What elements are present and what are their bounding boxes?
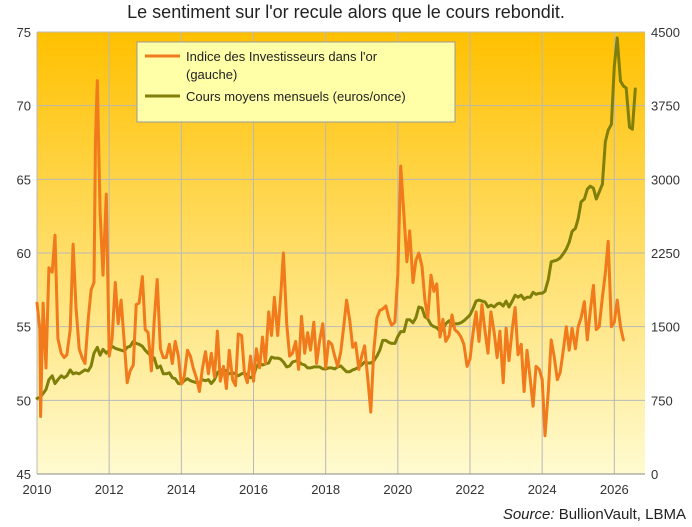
y-right-tick-label: 3000 — [651, 172, 680, 187]
y-left-tick-label: 65 — [17, 172, 31, 187]
chart-title: Le sentiment sur l'or recule alors que l… — [127, 2, 565, 22]
legend-box — [136, 41, 456, 123]
legend: Indice des Investisseurs dans l'or (gauch… — [136, 41, 456, 123]
legend-label-index: (gauche) — [186, 67, 237, 82]
x-tick-label: 2010 — [23, 482, 52, 497]
y-left-tick-label: 55 — [17, 320, 31, 335]
source-note: Source: BullionVault, LBMA — [503, 506, 686, 523]
x-tick-label: 2016 — [239, 482, 268, 497]
y-right-tick-label: 1500 — [651, 320, 680, 335]
x-tick-label: 2014 — [167, 482, 196, 497]
x-tick-label: 2026 — [600, 482, 629, 497]
x-tick-label: 2020 — [383, 482, 412, 497]
y-left-tick-label: 60 — [17, 246, 31, 261]
price-series-line — [35, 36, 637, 400]
legend-label-index: Indice des Investisseurs dans l'or — [186, 49, 378, 64]
y-right-tick-label: 3750 — [651, 99, 680, 114]
y-left-tick-label: 50 — [17, 393, 31, 408]
x-tick-label: 2012 — [95, 482, 124, 497]
y-right-tick-label: 4500 — [651, 25, 680, 40]
y-left-tick-label: 45 — [17, 467, 31, 482]
x-tick-label: 2022 — [456, 482, 485, 497]
x-tick-label: 2024 — [528, 482, 557, 497]
source-value: BullionVault, LBMA — [558, 506, 686, 523]
axis-ticks: 4550556065707507501500225030003750450020… — [17, 25, 680, 497]
y-right-tick-label: 750 — [651, 393, 673, 408]
legend-label-price: Cours moyens mensuels (euros/once) — [186, 89, 406, 104]
index-series-line — [35, 79, 625, 438]
y-right-tick-label: 2250 — [651, 246, 680, 261]
x-tick-label: 2018 — [311, 482, 340, 497]
y-right-tick-label: 0 — [651, 467, 658, 482]
source-label: Source: — [502, 506, 555, 523]
y-left-tick-label: 70 — [17, 99, 31, 114]
series-lines — [35, 36, 637, 438]
y-left-tick-label: 75 — [17, 25, 31, 40]
